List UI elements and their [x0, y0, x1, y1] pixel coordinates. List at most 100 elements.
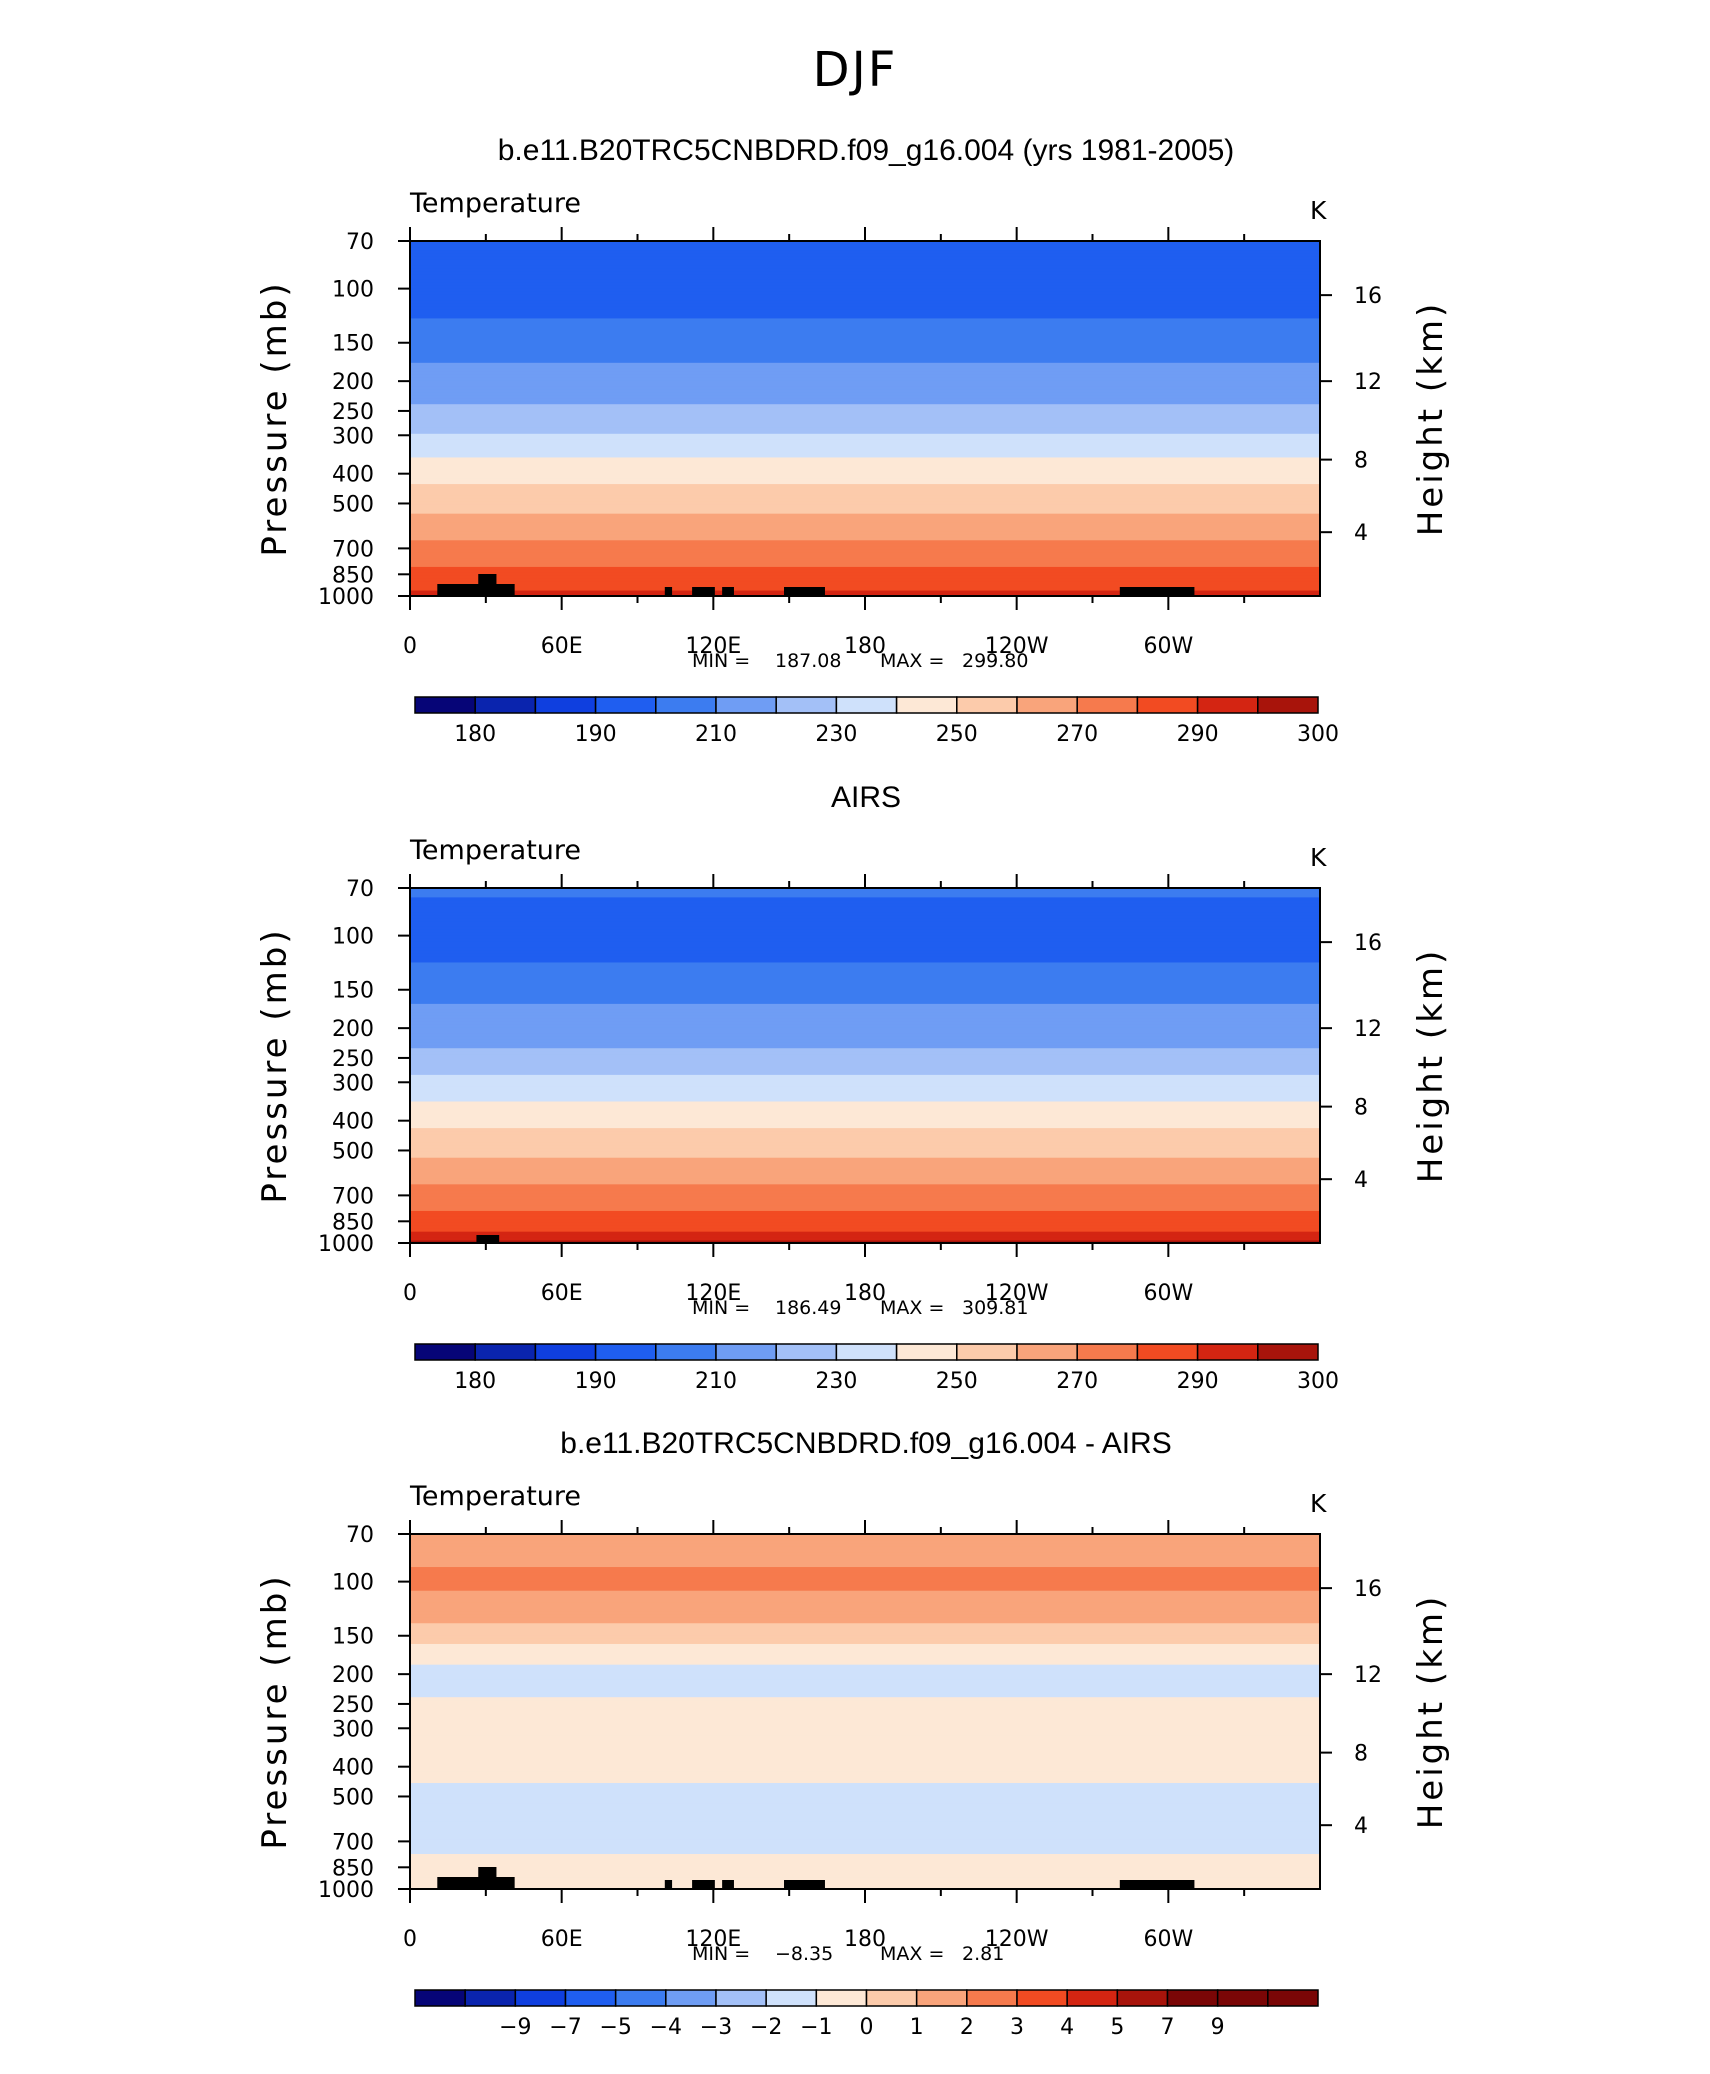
contour-band [410, 1097, 1320, 1102]
x-tick-label: 60E [541, 1281, 583, 1306]
contour-band [410, 1607, 1320, 1612]
contour-band [410, 1805, 1320, 1810]
contour-band [410, 1693, 1320, 1698]
x-tick-label: 60W [1143, 634, 1193, 659]
contour-band [410, 533, 1320, 538]
contour-band [410, 1858, 1320, 1863]
colorbar-box [414, 1343, 476, 1361]
contour-band [410, 474, 1320, 479]
topography-mask [664, 587, 673, 596]
contour-band [410, 1183, 1320, 1188]
colorbar-box [715, 696, 777, 714]
contour-band [410, 1115, 1320, 1120]
colorbar: 180 190 210 230 250 270 290 300 [414, 1343, 1339, 1394]
contour-band [410, 982, 1320, 987]
y2-axis-title: Height (km) [1411, 301, 1451, 537]
y-tick-label: 850 [332, 563, 374, 588]
y2-tick-label: 4 [1354, 521, 1368, 546]
topography-mask [692, 1880, 715, 1889]
contour-band [410, 243, 1320, 248]
colorbar-box [1216, 1989, 1269, 2007]
contour-band [410, 1708, 1320, 1712]
contour-band [410, 1725, 1320, 1730]
contour-band [410, 373, 1320, 378]
contour-band [410, 1675, 1320, 1680]
contour-band [410, 1156, 1320, 1161]
colorbar-label: −7 [549, 2015, 581, 2040]
contour-band [410, 557, 1320, 561]
contour-band [410, 1619, 1320, 1624]
contour-band [410, 255, 1320, 260]
y2-tick-label: 16 [1354, 1577, 1382, 1602]
contour-band [410, 1212, 1320, 1217]
colorbar-box [594, 696, 657, 714]
y2-axis-title: Height (km) [1411, 1594, 1451, 1830]
contour-band [410, 1091, 1320, 1096]
contour-band [410, 574, 1320, 579]
contour-band [410, 1657, 1320, 1662]
contour-band [410, 589, 1320, 594]
contour-band [410, 258, 1320, 263]
contour-band [410, 241, 1320, 245]
contour-band [410, 1147, 1320, 1152]
max-value: 299.80 [962, 650, 1028, 672]
colorbar-box [956, 1343, 1018, 1361]
contour-band [410, 1577, 1320, 1582]
contour-band [410, 1574, 1320, 1579]
contour-band [410, 562, 1320, 567]
contour-band [410, 1669, 1320, 1674]
contour-band [410, 335, 1320, 340]
contour-band [410, 976, 1320, 981]
colorbar-box [1076, 696, 1139, 714]
contour-band [410, 1563, 1320, 1568]
max-value: 2.81 [962, 1943, 1004, 1965]
contour-band [410, 338, 1320, 343]
contour-band [410, 491, 1320, 496]
contour-band [410, 347, 1320, 351]
contour-band [410, 1121, 1320, 1126]
contour-band [410, 967, 1320, 972]
contour-band [410, 580, 1320, 585]
contour-band [410, 305, 1320, 310]
contour-band [410, 1035, 1320, 1040]
contour-band [410, 548, 1320, 553]
y-tick-label: 250 [332, 1693, 374, 1718]
contour-band [410, 1592, 1320, 1597]
contour-band [410, 1844, 1320, 1849]
contour-band [410, 512, 1320, 517]
contour-band [410, 1811, 1320, 1816]
y2-tick-label: 12 [1354, 1017, 1382, 1042]
contour-band [410, 1666, 1320, 1671]
contour-band [410, 1817, 1320, 1822]
contour-band [410, 349, 1320, 354]
y-tick-label: 70 [346, 877, 374, 902]
contour-band [410, 1189, 1320, 1194]
min-label: MIN = [692, 650, 750, 672]
contour-band [410, 1073, 1320, 1078]
contour-band [410, 1802, 1320, 1807]
contour-band [410, 267, 1320, 272]
colorbar-label: 5 [1110, 2015, 1124, 2040]
contour-band [410, 539, 1320, 544]
units-label: K [1310, 1489, 1327, 1518]
colorbar-label: 190 [575, 1369, 617, 1394]
contour-band [410, 1239, 1320, 1243]
contour-band [410, 1808, 1320, 1813]
contour-band [410, 1740, 1320, 1745]
colorbar-label: 270 [1056, 722, 1098, 747]
contour-band [410, 1026, 1320, 1031]
colorbar-label: 290 [1177, 1369, 1219, 1394]
y-tick-label: 250 [332, 1047, 374, 1072]
contour-band [410, 1177, 1320, 1182]
contour-band [410, 1569, 1320, 1573]
y2-tick-label: 8 [1354, 1096, 1368, 1121]
min-value: −8.35 [775, 1943, 833, 1965]
x-tick-label: 60E [541, 634, 583, 659]
contour-band [410, 1017, 1320, 1022]
colorbar-box [474, 1343, 537, 1361]
contour-band [410, 1047, 1320, 1052]
colorbar-label: 230 [815, 1369, 857, 1394]
contour-band [410, 917, 1320, 922]
contour-band [410, 409, 1320, 414]
colorbar-label: −4 [650, 2015, 682, 2040]
